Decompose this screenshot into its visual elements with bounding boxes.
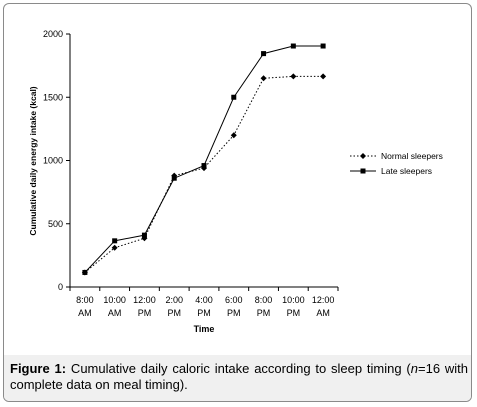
x-axis-label: Time — [194, 324, 215, 334]
x-axis-ticks: 8:00 AM 10:00 AM 12:00 PM 2:00 PM 4:00 PM 6:00 PM 8:… — [69, 287, 339, 318]
late-sleepers-point — [171, 175, 177, 181]
legend-normal-label: Normal sleepers — [381, 151, 443, 161]
caption-band — [4, 355, 471, 401]
x-tick-label: 10:00 — [282, 295, 305, 305]
y-tick-label: 0 — [58, 282, 63, 292]
caption-text-after: =16 with complete data on meal timing). — [10, 361, 468, 392]
normal-sleepers-line — [84, 75, 324, 273]
legend-late-marker — [360, 168, 366, 174]
late-sleepers-point — [201, 163, 207, 169]
caption-text-before: Cumulative daily caloric intake accordin… — [66, 361, 411, 376]
x-tick-label-period: AM — [108, 308, 122, 318]
late-sleepers-point — [231, 94, 237, 100]
y-tick-label: 1500 — [43, 92, 63, 102]
caption-label: Figure 1: — [10, 361, 67, 376]
late-sleepers-point — [82, 269, 88, 275]
x-tick-label: 12:00 — [312, 295, 335, 305]
y-tick-label: 500 — [48, 219, 63, 229]
x-tick-label-period: PM — [227, 308, 241, 318]
x-tick-label: 8:00 — [76, 295, 94, 305]
legend: Normal sleepers Late sleepers — [350, 151, 443, 176]
x-tick-label-period: PM — [257, 308, 271, 318]
late-sleepers-point — [290, 43, 296, 49]
x-tick-label: 6:00 — [225, 295, 243, 305]
y-axis-ticks: 0 500 1000 1500 2000 — [43, 29, 70, 292]
x-tick-label-period: PM — [287, 308, 301, 318]
x-tick-label-period: PM — [197, 308, 211, 318]
x-tick-label-period: AM — [78, 308, 92, 318]
x-tick-label: 12:00 — [133, 295, 156, 305]
caption-italic: n — [410, 361, 418, 376]
late-sleepers-point — [320, 43, 326, 49]
normal-sleepers-point — [230, 132, 237, 139]
figure-frame — [3, 3, 472, 402]
series-markers — [81, 43, 327, 276]
y-tick-label: 1000 — [43, 156, 63, 166]
normal-sleepers-point — [290, 73, 297, 80]
x-tick-label: 8:00 — [255, 295, 273, 305]
y-tick-label: 2000 — [43, 29, 63, 39]
normal-sleepers-point — [260, 75, 267, 82]
legend-late-label: Late sleepers — [381, 166, 432, 176]
x-tick-label: 4:00 — [195, 295, 213, 305]
late-sleepers-point — [112, 238, 118, 244]
figure-caption: Figure 1: Cumulative daily caloric intak… — [10, 361, 468, 393]
late-sleepers-line — [84, 45, 324, 273]
x-tick-label: 2:00 — [165, 295, 183, 305]
late-sleepers-point — [261, 51, 267, 57]
normal-sleepers-point — [320, 73, 327, 80]
legend-normal-marker — [360, 153, 366, 159]
late-sleepers-point — [141, 232, 147, 238]
series-lines — [84, 45, 324, 273]
y-axis-label: Cumulative daily energy intake (kcal) — [28, 86, 38, 235]
x-tick-label-period: PM — [167, 308, 181, 318]
axes — [69, 34, 338, 288]
x-tick-label-period: PM — [138, 308, 152, 318]
x-tick-label: 10:00 — [103, 295, 126, 305]
x-tick-label-period: AM — [316, 308, 330, 318]
normal-sleepers-point — [111, 244, 118, 251]
